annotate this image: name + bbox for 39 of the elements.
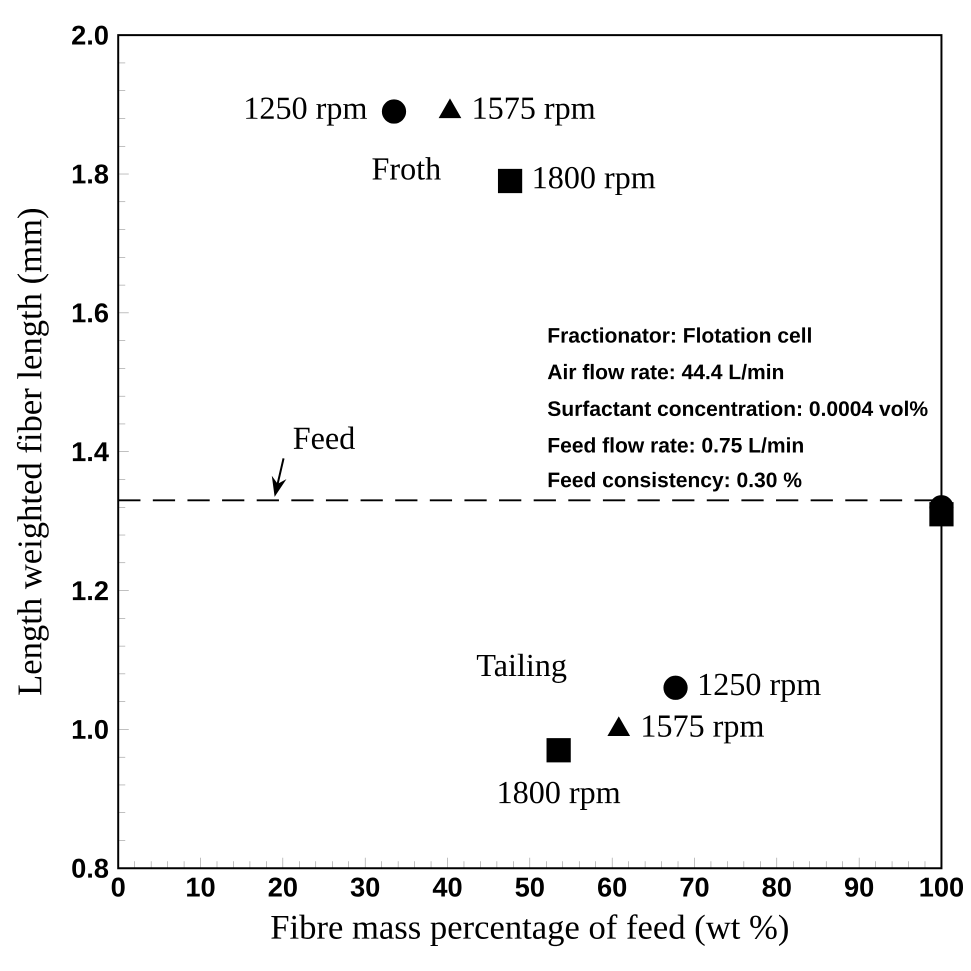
y-tick-label: 2.0: [72, 26, 108, 45]
x-tick-label: 10: [187, 878, 215, 897]
point: [663, 676, 688, 700]
x-axis-title: Fibre mass percentage of feed (wt %): [271, 914, 788, 946]
y-tick-label: 1.6: [72, 303, 108, 323]
x-tick-label: 70: [680, 878, 708, 897]
annotation: 1250 rpm: [700, 674, 821, 702]
y-tick-label: 1.2: [72, 581, 108, 600]
y-axis-title: Length weighted fiber length (mm): [16, 209, 49, 695]
annotation: Tailing: [476, 654, 566, 683]
annotation: 1575 rpm: [474, 98, 596, 126]
annotation: Fractionator: Flotation cell: [548, 327, 811, 343]
annotation: 1250 rpm: [246, 97, 367, 126]
x-tick-label: 50: [516, 878, 544, 897]
annotation: 1575 rpm: [643, 715, 764, 744]
annotation: Feed consistency: 0.30 %: [548, 472, 802, 492]
x-tick-label: 30: [350, 878, 380, 897]
annotation: 1800 rpm: [534, 166, 656, 196]
y-tick-label: 1.0: [72, 720, 108, 740]
point: [382, 99, 406, 124]
x-tick-label: 0: [112, 878, 125, 897]
y-tick-label: 0.8: [72, 858, 108, 878]
point: [546, 738, 571, 762]
x-tick-label: 90: [844, 878, 874, 897]
point: [498, 168, 522, 194]
x-tick-label: 60: [598, 878, 626, 897]
y-tick-label: 1.8: [72, 164, 108, 184]
annotation: Air flow rate: 44.4 L/min: [548, 364, 784, 380]
annotation: Froth: [372, 157, 441, 180]
x-tick-label: 100: [920, 878, 964, 897]
ref-line-label: Feed: [294, 426, 355, 450]
annotation: 1800 rpm: [499, 782, 620, 810]
y-tick-label: 1.4: [72, 442, 109, 462]
annotation: Feed flow rate: 0.75 L/min: [548, 437, 803, 453]
point: [929, 502, 954, 526]
x-tick-label: 40: [432, 878, 462, 897]
x-tick-label: 80: [762, 878, 791, 897]
annotation: Surfactant concentration: 0.0004 vol%: [548, 400, 928, 416]
x-tick-label: 20: [268, 878, 297, 897]
